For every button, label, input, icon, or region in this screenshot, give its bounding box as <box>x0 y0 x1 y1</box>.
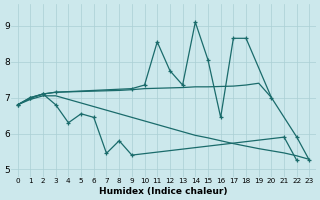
X-axis label: Humidex (Indice chaleur): Humidex (Indice chaleur) <box>99 187 228 196</box>
